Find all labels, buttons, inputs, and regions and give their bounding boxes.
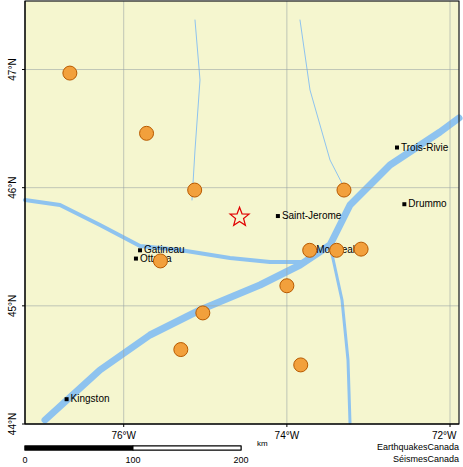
svg-text:Montreal: Montreal	[316, 244, 356, 256]
svg-text:100: 100	[125, 455, 140, 465]
svg-text:Saint-Jerome: Saint-Jerome	[282, 210, 342, 221]
svg-text:Kingston: Kingston	[71, 393, 110, 404]
svg-text:SéismesCanada: SéismesCanada	[393, 454, 455, 464]
svg-text:76°W: 76°W	[111, 430, 136, 441]
svg-text:47°N: 47°N	[8, 58, 18, 80]
svg-text:72°W: 72°W	[432, 430, 455, 441]
svg-text:44°N: 44°N	[8, 413, 18, 435]
svg-text:74°W: 74°W	[275, 430, 300, 441]
svg-text:0: 0	[22, 455, 27, 465]
svg-text:Gatineau: Gatineau	[144, 244, 185, 256]
svg-text:46°N: 46°N	[8, 177, 18, 199]
svg-text:45°N: 45°N	[8, 295, 18, 317]
svg-text:EarthquakesCanada: EarthquakesCanada	[377, 442, 455, 452]
svg-text:Drummo: Drummo	[408, 198, 447, 209]
svg-text:km: km	[257, 439, 268, 448]
svg-text:Trois-Rivie: Trois-Rivie	[401, 142, 449, 153]
svg-text:200: 200	[233, 455, 248, 465]
